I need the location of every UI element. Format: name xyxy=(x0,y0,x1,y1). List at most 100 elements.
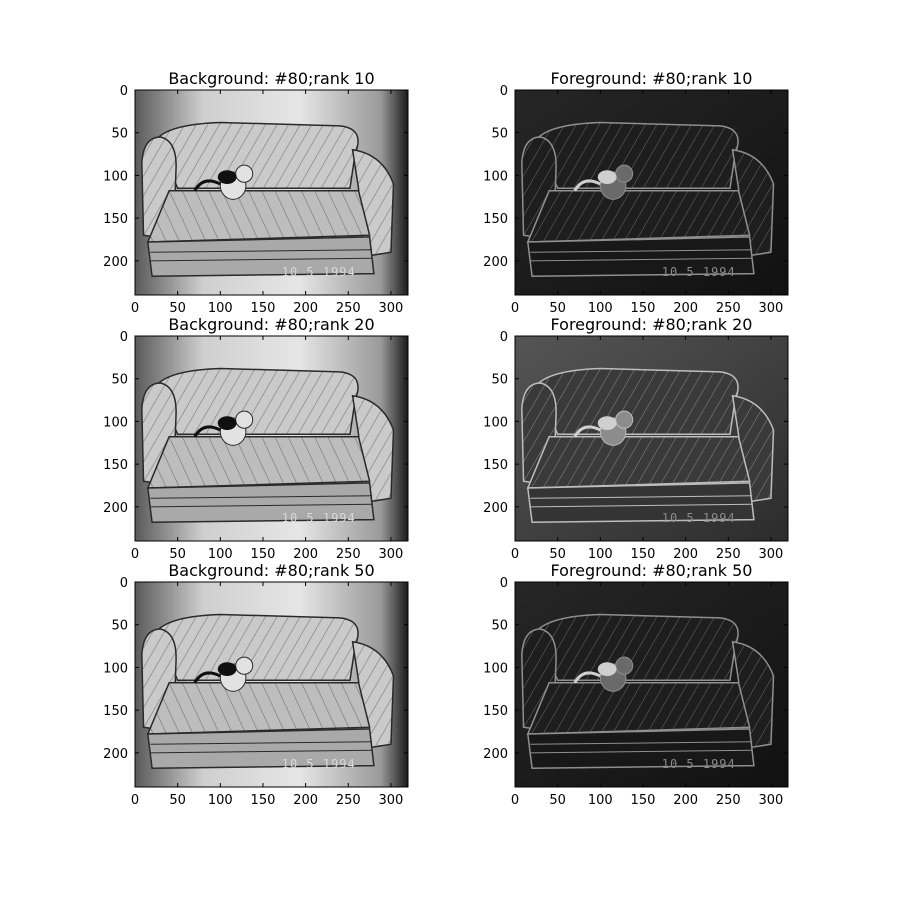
couch-skirt-line xyxy=(150,741,373,745)
date-stamp: 10 5 1994 xyxy=(662,757,736,771)
y-tick-label: 200 xyxy=(103,255,128,270)
panel-foreground-rank-20: 10 5 1994 Foreground: #80;rank 20 0 50 100 15… xyxy=(483,315,789,562)
y-tick-label: 200 xyxy=(483,255,508,270)
couch-base xyxy=(526,236,755,277)
image-content: 10 5 1994 xyxy=(515,90,788,295)
couch-skirt-line xyxy=(530,503,753,508)
couch-base xyxy=(146,482,375,523)
y-tick-label: 150 xyxy=(103,212,128,227)
couch-base xyxy=(526,482,755,523)
y-tick-label: 0 xyxy=(500,84,508,99)
x-tick-label: 0 xyxy=(131,793,139,808)
couch-back xyxy=(155,367,359,435)
y-tick-label: 100 xyxy=(483,661,508,676)
y-tick-label: 100 xyxy=(103,661,128,676)
cat-head xyxy=(235,164,254,183)
panel-title: Foreground: #80;rank 10 xyxy=(551,69,753,88)
couch-skirt-line xyxy=(150,495,373,499)
y-tick-label: 200 xyxy=(103,747,128,762)
panel-title: Foreground: #80;rank 20 xyxy=(551,315,753,334)
x-tick-label: 50 xyxy=(169,547,186,562)
x-tick-label: 100 xyxy=(588,793,613,808)
x-tick-label: 250 xyxy=(336,793,361,808)
panel-title: Foreground: #80;rank 50 xyxy=(551,561,753,580)
y-tick-label: 200 xyxy=(483,501,508,516)
x-tick-label: 150 xyxy=(251,301,276,316)
panel-foreground-rank-10: 10 5 1994 Foreground: #80;rank 10 0 50 100 15… xyxy=(483,69,789,316)
couch-back xyxy=(155,613,359,681)
couch-skirt-line xyxy=(150,503,373,508)
couch-skirt-line xyxy=(530,741,753,745)
couch-seat xyxy=(526,190,751,243)
cat-tail xyxy=(573,671,601,684)
panel-background-rank-50: 10 5 1994 Background: #80;rank 50 0 50 100 15… xyxy=(103,561,409,808)
date-stamp: 10 5 1994 xyxy=(662,265,736,279)
couch-skirt-line xyxy=(530,749,753,754)
couch-seat xyxy=(146,436,371,489)
x-tick-label: 200 xyxy=(673,301,698,316)
x-tick-label: 250 xyxy=(336,547,361,562)
axes-frame xyxy=(134,335,409,542)
cat-patch xyxy=(217,662,237,676)
couch-base xyxy=(146,236,375,277)
x-tick-label: 100 xyxy=(208,301,233,316)
x-tick-label: 250 xyxy=(716,793,741,808)
cat-patch xyxy=(597,662,617,676)
couch-back xyxy=(535,613,739,681)
cat-tail xyxy=(193,179,221,192)
x-tick-label: 50 xyxy=(549,793,566,808)
x-tick-label: 100 xyxy=(588,547,613,562)
panel-background-rank-10: 10 5 1994 Background: #80;rank 10 0 50 100 15… xyxy=(103,69,409,316)
panel-title: Background: #80;rank 10 xyxy=(168,69,374,88)
x-tick-label: 300 xyxy=(379,301,404,316)
x-tick-label: 50 xyxy=(169,793,186,808)
cat-head xyxy=(615,410,634,429)
couch-base xyxy=(526,728,755,769)
y-tick-label: 100 xyxy=(103,169,128,184)
y-tick-label: 150 xyxy=(483,212,508,227)
cat-tail xyxy=(193,671,221,684)
panel-title: Background: #80;rank 20 xyxy=(168,315,374,334)
panel-title: Background: #80;rank 50 xyxy=(168,561,374,580)
axes-frame xyxy=(514,581,789,788)
y-tick-label: 150 xyxy=(103,458,128,473)
x-tick-label: 250 xyxy=(716,547,741,562)
x-tick-label: 150 xyxy=(251,793,276,808)
cat-tail xyxy=(573,179,601,192)
couch-seat xyxy=(146,682,371,735)
date-stamp: 10 5 1994 xyxy=(282,511,356,525)
couch-seat xyxy=(526,436,751,489)
date-stamp: 10 5 1994 xyxy=(662,511,736,525)
image-content: 10 5 1994 xyxy=(515,582,788,787)
y-tick-label: 200 xyxy=(103,501,128,516)
x-tick-label: 200 xyxy=(293,793,318,808)
x-tick-label: 200 xyxy=(293,301,318,316)
date-stamp: 10 5 1994 xyxy=(282,265,356,279)
y-tick-label: 50 xyxy=(491,373,508,388)
cat-head xyxy=(235,656,254,675)
y-tick-label: 150 xyxy=(103,704,128,719)
couch-seat xyxy=(146,190,371,243)
y-tick-label: 0 xyxy=(120,84,128,99)
x-tick-label: 150 xyxy=(251,547,276,562)
x-tick-label: 300 xyxy=(759,793,784,808)
cat-head xyxy=(615,656,634,675)
x-tick-label: 0 xyxy=(511,793,519,808)
x-tick-label: 250 xyxy=(716,301,741,316)
couch-back xyxy=(155,121,359,189)
x-tick-label: 50 xyxy=(169,301,186,316)
y-tick-label: 150 xyxy=(483,458,508,473)
x-tick-label: 200 xyxy=(673,547,698,562)
x-tick-label: 300 xyxy=(379,547,404,562)
couch-skirt-line xyxy=(530,495,753,499)
x-tick-label: 100 xyxy=(208,793,233,808)
axes-frame xyxy=(514,89,789,296)
panel-grid: 10 5 1994 Background: #80;rank 10 0 50 100 15… xyxy=(103,69,789,808)
x-tick-label: 300 xyxy=(379,793,404,808)
y-tick-label: 100 xyxy=(103,415,128,430)
axes-frame xyxy=(514,335,789,542)
x-tick-label: 100 xyxy=(208,547,233,562)
image-content: 10 5 1994 xyxy=(135,336,408,541)
x-tick-label: 150 xyxy=(631,301,656,316)
